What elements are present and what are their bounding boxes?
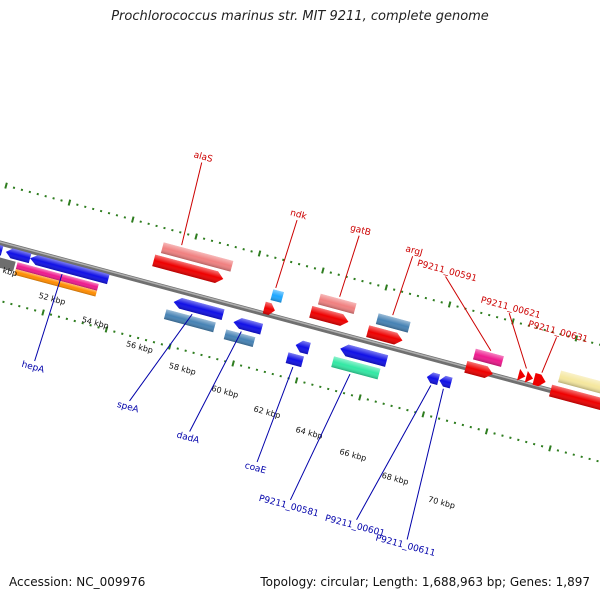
gene-label-dadA[interactable]: dadA xyxy=(175,430,201,446)
genome-backbone xyxy=(0,235,600,412)
gene-feature-hepA[interactable] xyxy=(29,253,110,285)
gene-feature-right-red[interactable] xyxy=(549,384,600,419)
callout-line xyxy=(392,256,414,316)
gene-feature-gatB[interactable] xyxy=(309,305,350,328)
gene-label-hepA[interactable]: hepA xyxy=(20,360,46,376)
bottom-scale-ticks xyxy=(2,300,599,463)
gene-feature-P9211_00601[interactable] xyxy=(426,371,440,385)
callout-line xyxy=(34,273,63,362)
scale-label: 62 kbp xyxy=(253,404,282,420)
gene-feature-argJ-steel[interactable] xyxy=(375,313,411,333)
scale-label: 58 kbp xyxy=(168,361,197,377)
gene-feature-P9211_00591-red[interactable] xyxy=(464,360,494,380)
scale-label: 68 kbp xyxy=(381,471,410,487)
gene-feature-dadA[interactable] xyxy=(232,316,264,335)
genome-stats-text: Topology: circular; Length: 1,688,963 bp… xyxy=(260,575,590,589)
scale-label: 60 kbp xyxy=(210,384,239,400)
gene-feature-P9211_00611[interactable] xyxy=(438,375,453,389)
scale-label: 56 kbp xyxy=(125,339,154,355)
callout-line xyxy=(508,313,527,369)
gene-feature-P9211_00621[interactable] xyxy=(517,368,527,382)
gene-feature-argJ[interactable] xyxy=(366,325,404,346)
gene-feature-left-blue-2[interactable] xyxy=(5,247,32,264)
callout-line xyxy=(129,313,193,402)
gene-feature-yellow[interactable] xyxy=(557,370,600,403)
scale-label: 70 kbp xyxy=(427,495,456,511)
gene-feature-speA-steel[interactable] xyxy=(163,309,216,333)
gene-feature-ndk[interactable] xyxy=(262,301,277,316)
callout-line xyxy=(189,331,242,432)
gene-label-p00591[interactable]: P9211_00591 xyxy=(416,259,478,285)
top-scale-ticks xyxy=(4,182,600,347)
callout-line xyxy=(339,235,360,297)
gene-label-argJ[interactable]: argJ xyxy=(404,244,423,258)
gene-feature-alaS[interactable] xyxy=(160,242,234,272)
scale-label: 54 kbp xyxy=(81,315,110,331)
gene-feature-gatB-pink[interactable] xyxy=(317,293,357,314)
gene-label-speA[interactable]: speA xyxy=(116,400,141,416)
callout-line xyxy=(181,162,203,246)
callout-line xyxy=(256,366,294,463)
gene-feature-orange-bar[interactable] xyxy=(14,268,97,297)
gene-label-coaE[interactable]: coaE xyxy=(244,461,268,476)
callout-line xyxy=(541,337,558,373)
gene-feature-P9211_00581[interactable] xyxy=(339,343,389,367)
gene-feature-speA[interactable] xyxy=(172,296,225,320)
callout-line xyxy=(406,388,444,540)
gene-feature-P9211_00631[interactable] xyxy=(532,373,547,388)
gene-feature-coaE[interactable] xyxy=(294,339,311,355)
gene-label-gatB[interactable]: gatB xyxy=(349,223,372,238)
callout-line xyxy=(356,385,432,520)
reverse-gene-callouts: hepAspeAdadAcoaEP9211_00581P9211_00601P9… xyxy=(20,273,444,559)
gene-feature-coaE-2[interactable] xyxy=(285,352,304,368)
gene-feature-alaS-red[interactable] xyxy=(152,254,225,285)
gene-feature-left-gray[interactable] xyxy=(0,254,16,272)
gene-label-p00581[interactable]: P9211_00581 xyxy=(258,494,320,520)
gene-label-ndk[interactable]: ndk xyxy=(289,208,308,222)
callout-line xyxy=(289,373,351,501)
genome-title: Prochlorococcus marinus str. MIT 9211, c… xyxy=(111,9,489,24)
gene-feature-ndk-cyan[interactable] xyxy=(270,289,284,303)
gene-label-p00631[interactable]: P9211_00631 xyxy=(527,320,589,346)
scale-label: 66 kbp xyxy=(338,447,367,463)
callout-line xyxy=(275,219,298,289)
gene-feature-P9211_00621b[interactable] xyxy=(524,370,535,384)
callout-line xyxy=(445,276,492,351)
gene-label-p00611[interactable]: P9211_00611 xyxy=(374,533,436,559)
gene-label-alaS[interactable]: alaS xyxy=(192,150,213,165)
gene-feature-dadA-steel[interactable] xyxy=(223,329,256,347)
accession-text: Accession: NC_009976 xyxy=(9,575,146,589)
gene-feature-green[interactable] xyxy=(331,356,381,380)
gene-feature-pink-bar[interactable] xyxy=(15,262,99,291)
gene-feature-P9211_00591[interactable] xyxy=(472,348,504,367)
